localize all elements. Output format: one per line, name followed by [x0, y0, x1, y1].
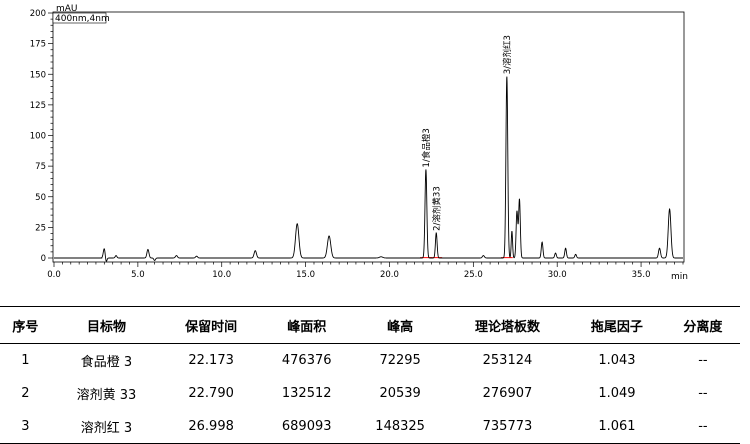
header-plates: 理论塔板数 [474, 319, 540, 335]
cell-peak-height: 72295 [379, 353, 421, 368]
header-retention-time: 保留时间 [185, 319, 238, 335]
cell-resolution: -- [698, 386, 708, 401]
cell-index: 1 [21, 353, 30, 368]
peak-label: 1/食品橙3 [421, 128, 432, 167]
cell-retention-time: 22.173 [188, 353, 234, 368]
y-tick-label: 25 [35, 223, 46, 233]
peak-label: 3/溶剂红3 [502, 35, 513, 74]
y-unit-label: mAU [56, 4, 78, 14]
x-tick-label: 25.0 [464, 270, 483, 280]
y-tick-label: 75 [35, 162, 46, 172]
x-tick-label: 35.0 [632, 270, 651, 280]
table-row: 1 食品橙 3 22.173 476376 72295 253124 1.043… [0, 344, 740, 378]
header-peak-height: 峰高 [387, 319, 414, 335]
x-tick-label: 0.0 [47, 270, 61, 280]
signal-label-box: 400nm,4nm [52, 12, 110, 24]
cell-tailing: 1.043 [598, 353, 636, 368]
header-target: 目标物 [86, 319, 126, 335]
cell-peak-area: 132512 [281, 386, 332, 401]
cell-peak-height: 148325 [375, 419, 425, 434]
cell-resolution: -- [698, 353, 708, 368]
peak-labels: 1/食品橙3 2/溶剂黄33 3/溶剂红3 [421, 35, 513, 231]
cell-target: 溶剂黄 33 [76, 388, 137, 403]
cell-index: 3 [21, 419, 30, 434]
cell-resolution: -- [698, 419, 708, 434]
y-tick-label: 125 [30, 101, 46, 111]
cell-peak-area: 476376 [281, 353, 332, 368]
table-row: 2 溶剂黄 33 22.790 132512 20539 276907 1.04… [0, 377, 740, 410]
x-tick-label: 15.0 [296, 270, 315, 280]
x-tick-label: 20.0 [380, 270, 399, 280]
cell-retention-time: 26.998 [188, 419, 234, 434]
x-unit-label: min [671, 272, 688, 282]
cell-plates: 253124 [482, 353, 533, 368]
table-header-row: 序号 目标物 保留时间 峰面积 峰高 理论塔板数 拖尾因子 分离度 [0, 306, 740, 344]
x-tick-label: 30.0 [548, 270, 567, 280]
cell-target: 溶剂红 3 [80, 421, 133, 436]
cell-target: 食品橙 3 [80, 355, 133, 370]
cell-index: 2 [21, 386, 30, 401]
header-resolution: 分离度 [683, 319, 723, 335]
header-peak-area: 峰面积 [287, 319, 327, 335]
cell-tailing: 1.049 [598, 386, 636, 401]
x-tick-label: 10.0 [212, 270, 231, 280]
header-index: 序号 [12, 319, 39, 335]
y-tick-label: 200 [30, 9, 46, 19]
table-row: 3 溶剂红 3 26.998 689093 148325 735773 1.06… [0, 410, 740, 444]
cell-plates: 735773 [482, 419, 533, 434]
cell-peak-area: 689093 [281, 419, 332, 434]
plot-frame [52, 11, 685, 263]
y-tick-label: 0 [41, 254, 46, 264]
chromatogram-trace [54, 76, 683, 262]
cell-peak-height: 20539 [379, 386, 421, 401]
x-axis: 0.0 5.0 10.0 15.0 20.0 25.0 30.0 35.0 [47, 262, 684, 280]
signal-label: 400nm,4nm [55, 14, 110, 24]
cell-plates: 276907 [482, 386, 533, 401]
results-table: 序号 目标物 保留时间 峰面积 峰高 理论塔板数 拖尾因子 分离度 1 食品橙 … [0, 306, 740, 444]
peak-label: 2/溶剂黄33 [431, 186, 442, 231]
x-tick-label: 5.0 [131, 270, 145, 280]
cell-tailing: 1.061 [598, 419, 636, 434]
header-tailing: 拖尾因子 [590, 319, 643, 335]
y-axis: 0 25 50 75 100 125 150 175 200 [30, 9, 53, 264]
chromatogram-chart: mAU 400nm,4nm min 0.0 5.0 10.0 15.0 20.0 25.0… [30, 4, 688, 282]
y-tick-label: 100 [30, 132, 46, 142]
cell-retention-time: 22.790 [188, 386, 234, 401]
y-tick-label: 150 [30, 70, 46, 80]
y-tick-label: 175 [30, 40, 46, 50]
y-tick-label: 50 [35, 193, 46, 203]
